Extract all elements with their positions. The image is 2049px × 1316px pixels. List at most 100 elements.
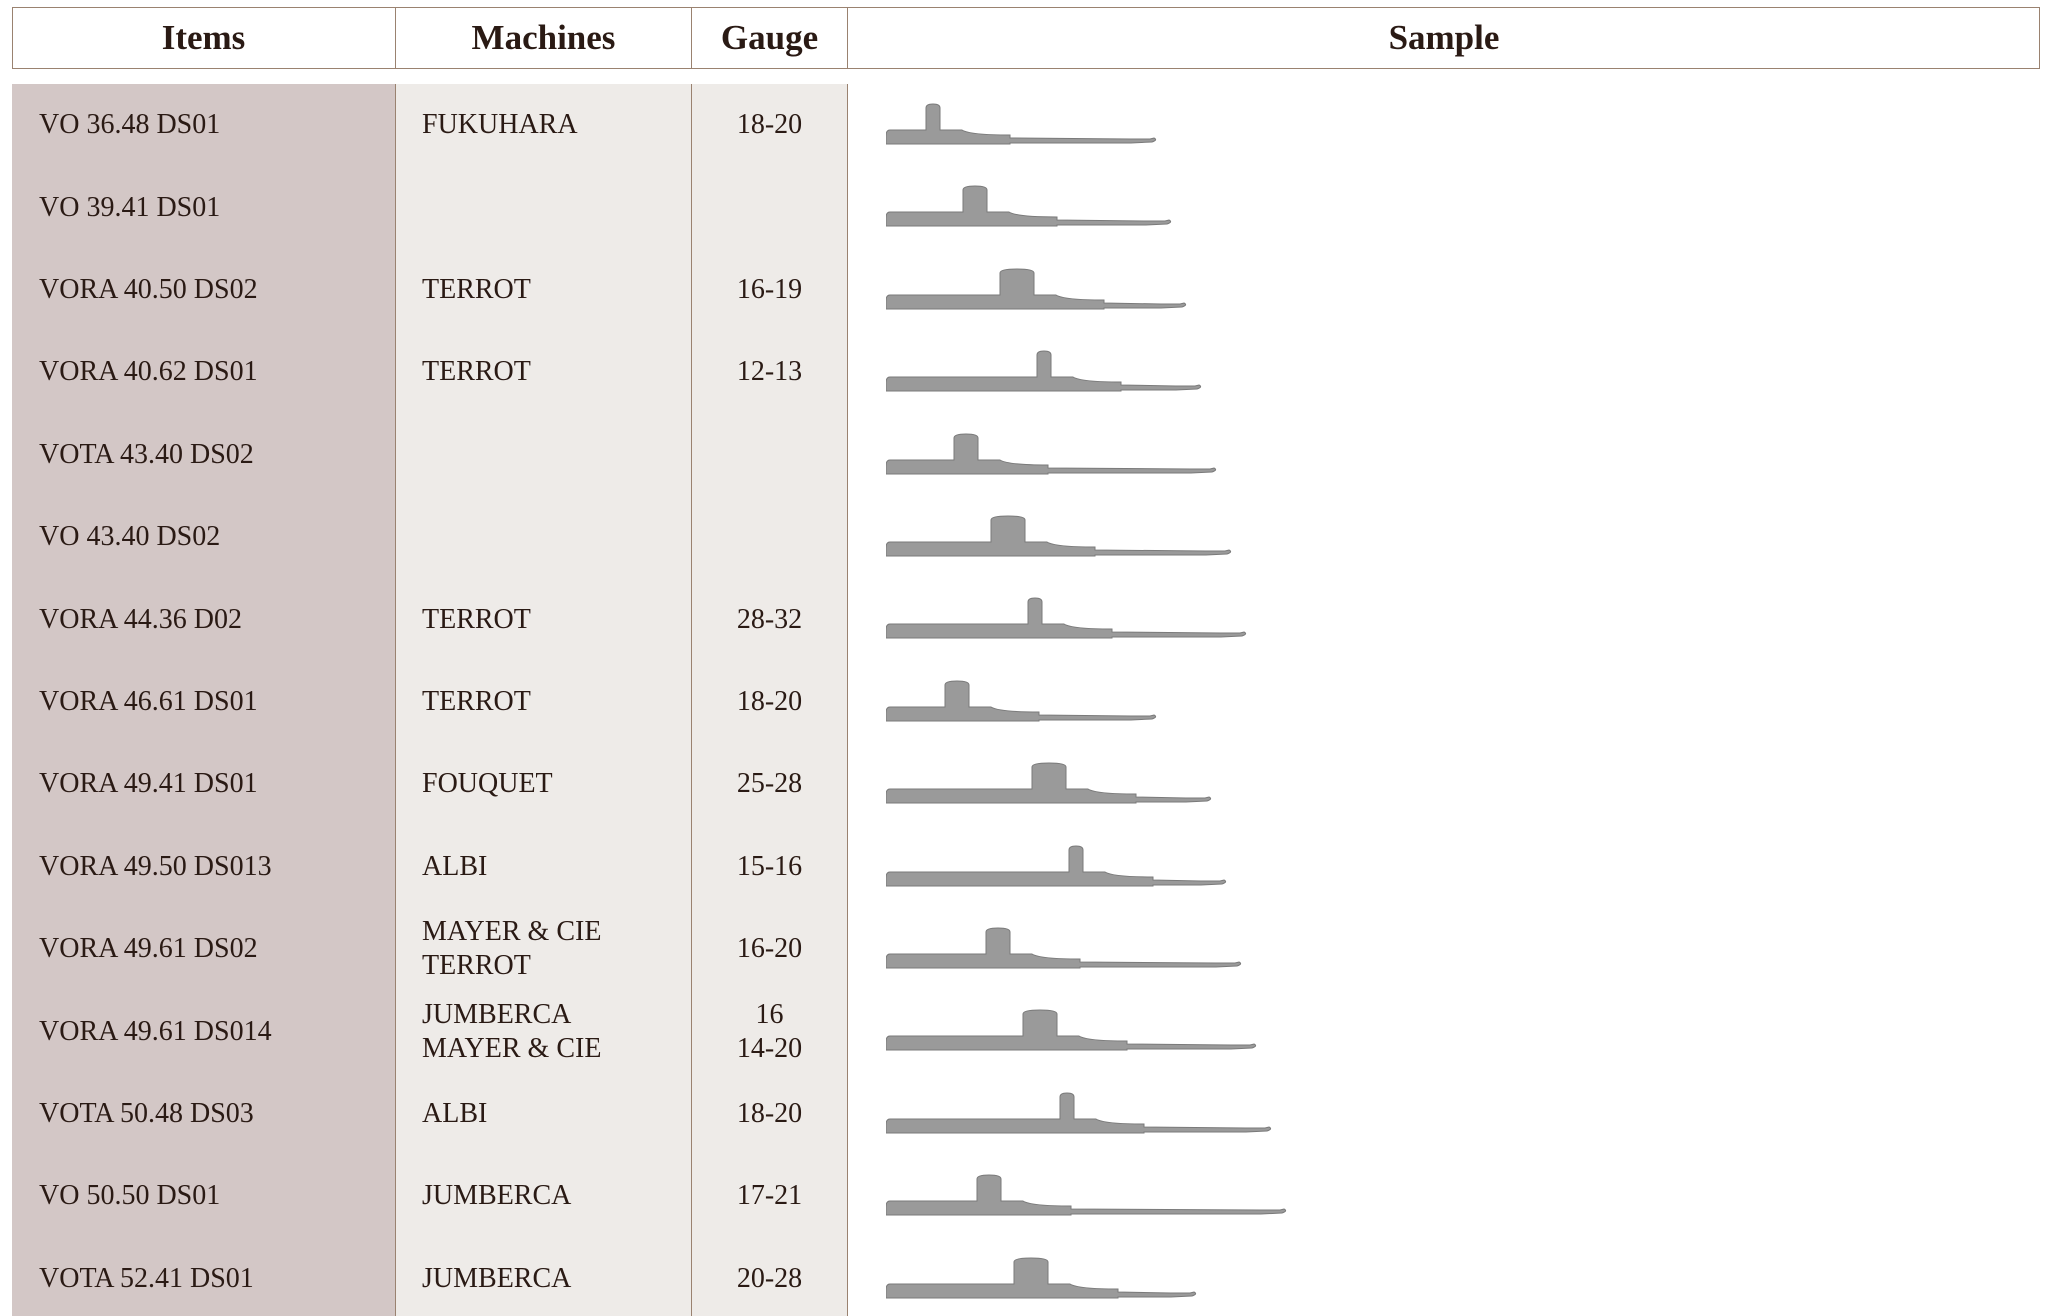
sample-cell: [848, 331, 2040, 413]
sample-cell: [848, 414, 2040, 496]
needle-shape: [886, 846, 1226, 886]
machines-cell: TERROT: [396, 249, 692, 331]
machine-name: JUMBERCA: [422, 1262, 691, 1296]
sample-cell: [848, 743, 2040, 825]
item-name: VORA 49.50 DS013: [39, 850, 395, 884]
item-name: VORA 49.61 DS014: [39, 1015, 395, 1049]
item-name: VO 39.41 DS01: [39, 191, 395, 225]
item-name: VORA 49.41 DS01: [39, 767, 395, 801]
machines-cell: [396, 166, 692, 248]
item-name: VO 43.40 DS02: [39, 520, 395, 554]
machine-name: FUKUHARA: [422, 108, 691, 142]
header-cell: Sample: [848, 7, 2040, 69]
header-cell: Gauge: [692, 7, 848, 69]
gauge-cell: [692, 414, 848, 496]
needle-shape: [886, 186, 1171, 226]
machines-cell: FOUQUET: [396, 743, 692, 825]
header-text: Sample: [1389, 21, 1500, 55]
header-text: Items: [162, 21, 246, 55]
machines-cell: [396, 496, 692, 578]
gauge-cell: 17-21: [692, 1155, 848, 1237]
needle-image: [886, 184, 1181, 234]
gauge-value: 14-20: [737, 1032, 802, 1066]
needle-image: [886, 267, 1196, 317]
needle-shape: [886, 1093, 1271, 1133]
machine-name: FOUQUET: [422, 767, 691, 801]
gauge-cell: 28-32: [692, 578, 848, 660]
needle-shape: [886, 516, 1231, 556]
sample-cell: [848, 990, 2040, 1072]
item-cell: VO 36.48 DS01: [12, 84, 396, 166]
gauge-value: 12-13: [737, 355, 802, 389]
gauge-value: 17-21: [737, 1179, 802, 1213]
needle-shape: [886, 928, 1241, 968]
machine-name: MAYER & CIE: [422, 1032, 691, 1066]
header-text: Gauge: [721, 21, 818, 55]
needle-image: [886, 432, 1226, 482]
sample-cell: [848, 1073, 2040, 1155]
machine-name: JUMBERCA: [422, 998, 691, 1032]
sample-cell: [848, 908, 2040, 990]
sample-cell: [848, 1155, 2040, 1237]
item-cell: VORA 49.61 DS02: [12, 908, 396, 990]
gauge-cell: 18-20: [692, 661, 848, 743]
needle-image: [886, 926, 1251, 976]
item-cell: VO 43.40 DS02: [12, 496, 396, 578]
machine-name: ALBI: [422, 850, 691, 884]
header-text: Machines: [472, 21, 616, 55]
header-cell: Items: [12, 7, 396, 69]
gauge-value: 20-28: [737, 1262, 802, 1296]
gauge-cell: 12-13: [692, 331, 848, 413]
sample-cell: [848, 1238, 2040, 1316]
gauge-cell: 25-28: [692, 743, 848, 825]
gauge-cell: 20-28: [692, 1238, 848, 1316]
gauge-value: 28-32: [737, 603, 802, 637]
machines-cell: JUMBERCA: [396, 1155, 692, 1237]
sample-cell: [848, 84, 2040, 166]
gauge-cell: [692, 496, 848, 578]
gauge-cell: [692, 166, 848, 248]
sample-cell: [848, 578, 2040, 660]
sample-cell: [848, 249, 2040, 331]
gauge-value: 16: [756, 998, 784, 1032]
gauge-cell: 16-20: [692, 908, 848, 990]
needle-shape: [886, 598, 1246, 638]
needle-image: [886, 761, 1221, 811]
item-name: VOTA 50.48 DS03: [39, 1097, 395, 1131]
machine-name: ALBI: [422, 1097, 691, 1131]
machine-name: TERROT: [422, 949, 691, 983]
needle-image: [886, 514, 1241, 564]
item-cell: VORA 46.61 DS01: [12, 661, 396, 743]
gauge-value: 15-16: [737, 850, 802, 884]
page: Items Machines Gauge Sample VO 36.48 DS01 FUK…: [0, 0, 2049, 1316]
machine-name: MAYER & CIE: [422, 915, 691, 949]
item-name: VORA 40.62 DS01: [39, 355, 395, 389]
machines-cell: TERROT: [396, 578, 692, 660]
item-name: VORA 46.61 DS01: [39, 685, 395, 719]
machines-cell: JUMBERCA: [396, 1238, 692, 1316]
item-cell: VOTA 43.40 DS02: [12, 414, 396, 496]
item-cell: VORA 49.50 DS013: [12, 826, 396, 908]
item-cell: VORA 44.36 D02: [12, 578, 396, 660]
item-cell: VO 50.50 DS01: [12, 1155, 396, 1237]
machine-name: TERROT: [422, 685, 691, 719]
needle-image: [886, 1173, 1296, 1223]
needle-shape: [886, 1175, 1286, 1215]
item-name: VOTA 52.41 DS01: [39, 1262, 395, 1296]
gauge-cell: 18-20: [692, 84, 848, 166]
machine-name: JUMBERCA: [422, 1179, 691, 1213]
item-name: VO 36.48 DS01: [39, 108, 395, 142]
item-name: VORA 40.50 DS02: [39, 273, 395, 307]
gauge-value: 16-19: [737, 273, 802, 307]
needle-image: [886, 349, 1211, 399]
needle-shape: [886, 681, 1156, 721]
item-cell: VORA 49.61 DS014: [12, 990, 396, 1072]
item-cell: VORA 40.50 DS02: [12, 249, 396, 331]
machines-cell: ALBI: [396, 1073, 692, 1155]
machines-cell: TERROT: [396, 331, 692, 413]
item-name: VORA 49.61 DS02: [39, 932, 395, 966]
sample-cell: [848, 826, 2040, 908]
machines-cell: TERROT: [396, 661, 692, 743]
